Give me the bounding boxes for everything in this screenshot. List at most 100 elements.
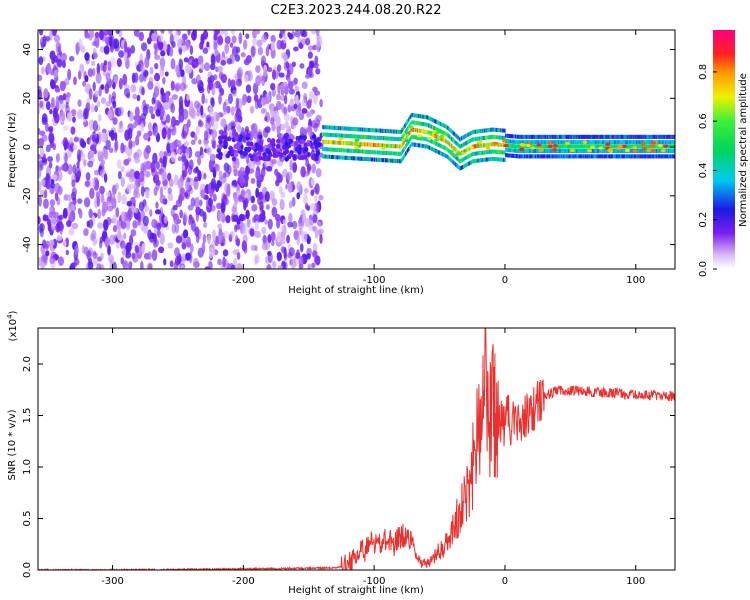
spectrogram-cell	[259, 206, 264, 213]
spectrogram-cell	[279, 30, 286, 35]
spectrogram-cell	[569, 148, 575, 153]
spectrogram-cell	[630, 154, 632, 159]
spectrogram-cell	[491, 142, 493, 147]
spectrogram-cell	[647, 134, 650, 139]
spectrogram-cell	[511, 153, 513, 158]
spectrogram-cell	[328, 140, 330, 145]
spectrogram-cell	[282, 219, 287, 225]
spectrogram-cell	[167, 242, 174, 249]
spectrogram-cell	[420, 136, 423, 141]
spectrogram-cell	[655, 154, 657, 159]
spectrogram-cell	[560, 134, 563, 139]
spectrogram-cell	[314, 228, 319, 239]
spectrogram-cell	[668, 134, 671, 139]
spectrogram-cell	[510, 139, 513, 144]
spectrogram-cell	[163, 258, 167, 266]
spectrogram-cell	[281, 103, 285, 113]
spectrogram-cell	[344, 133, 347, 138]
spectrogram-cell	[376, 157, 379, 162]
spectrogram-x-tick-label: 0	[502, 275, 508, 286]
spectrogram-cell	[423, 144, 426, 149]
spectrogram-cell	[395, 151, 397, 156]
spectrogram-cell	[224, 30, 228, 38]
spectrogram-cell	[464, 148, 467, 153]
spectrogram-cell	[547, 154, 550, 159]
spectrogram-cell	[618, 149, 621, 154]
spectrogram-cell	[324, 154, 327, 159]
spectrogram-cell	[542, 144, 545, 149]
spectrogram-cell	[478, 136, 481, 141]
spectrogram-cell	[354, 138, 360, 142]
spectrogram-cell	[666, 154, 668, 159]
spectrogram-cell	[38, 195, 42, 207]
spectrogram-cell	[38, 74, 43, 82]
spectrogram-cell	[654, 154, 656, 159]
spectrogram-cell	[487, 128, 490, 133]
spectrogram-cell	[449, 127, 451, 132]
spectrogram-cell	[542, 140, 545, 145]
spectrogram-cell	[616, 140, 619, 145]
spectrogram-cell	[647, 140, 650, 145]
spectrogram-cell	[284, 156, 289, 162]
spectrogram-cell	[489, 149, 491, 154]
spectrogram-cell	[253, 94, 259, 102]
spectrogram-cell	[96, 63, 101, 76]
spectrogram-cell	[217, 143, 223, 150]
spectrogram-cell	[425, 144, 427, 149]
spectrogram-cell	[488, 149, 491, 154]
spectrogram-cell	[519, 143, 525, 147]
spectrogram-cell	[398, 129, 401, 134]
spectrogram-cell	[428, 138, 430, 143]
spectrogram-cell	[484, 150, 487, 155]
spectrogram-cell	[432, 118, 435, 123]
spectrogram-cell	[450, 136, 453, 141]
spectrogram-cell	[583, 149, 586, 154]
spectrogram-cell	[487, 157, 490, 162]
spectrogram-cell	[473, 144, 476, 149]
spectrogram-cell	[613, 134, 616, 139]
spectrogram-cell	[117, 170, 122, 180]
spectrogram-cell	[385, 136, 388, 141]
spectrogram-cell	[306, 253, 311, 260]
spectrogram-cell	[610, 134, 612, 139]
spectrogram-cell	[493, 141, 499, 145]
spectrogram-cell	[517, 134, 520, 139]
spectrogram-cell	[191, 220, 197, 232]
spectrogram-cell	[635, 140, 638, 145]
spectrogram-cell	[661, 134, 664, 139]
spectrogram-cell	[562, 144, 565, 149]
spectrogram-cell	[649, 134, 652, 139]
spectrogram-cell	[67, 68, 72, 81]
spectrogram-cell	[126, 172, 132, 178]
spectrogram-cell	[294, 140, 299, 146]
spectrogram-cell	[162, 42, 168, 52]
spectrogram-cell	[270, 41, 275, 51]
spectrogram-cell	[315, 68, 321, 75]
spectrogram-cell	[439, 136, 442, 141]
spectrogram-cell	[602, 154, 604, 159]
spectrogram-cell	[107, 109, 113, 120]
spectrogram-cell	[431, 139, 434, 144]
spectrogram-cell	[367, 157, 370, 162]
spectrogram-cell	[540, 140, 543, 145]
spectrogram-cell	[433, 133, 436, 138]
spectrogram-cell	[385, 151, 388, 156]
spectrogram-cell	[134, 157, 141, 164]
spectrogram-cell	[154, 209, 162, 215]
spectrogram-cell	[496, 149, 499, 154]
spectrogram-cell	[59, 80, 66, 92]
spectrogram-cell	[330, 125, 333, 130]
spectrogram-cell	[658, 149, 661, 154]
spectrogram-cell	[297, 102, 302, 114]
spectrogram-cell	[86, 220, 91, 228]
spectrogram-cell	[541, 134, 544, 139]
spectrogram-cell	[226, 105, 231, 114]
spectrogram-cell	[235, 108, 242, 120]
spectrogram-cell	[413, 120, 415, 125]
spectrogram-cell	[335, 125, 338, 130]
spectrogram-cell	[194, 226, 200, 237]
spectrogram-cell	[289, 98, 295, 107]
spectrogram-cell	[450, 128, 452, 133]
spectrogram-cell	[436, 142, 438, 147]
spectrogram-cell	[95, 191, 100, 200]
